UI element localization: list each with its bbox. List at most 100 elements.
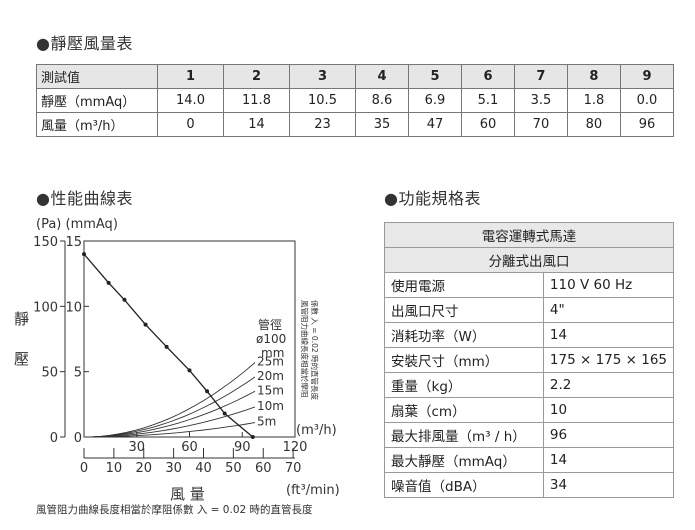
ftmin-tick-label: 0 bbox=[80, 461, 88, 476]
outlet-type: 分離式出風口 bbox=[384, 247, 674, 273]
fan-data-point bbox=[205, 389, 210, 394]
spec-row: 扇葉（cm） 10 bbox=[384, 397, 675, 423]
spec-value: 34 bbox=[542, 472, 675, 498]
spec-value: 2.2 bbox=[542, 372, 675, 398]
spec-row: 消耗功率（W） 14 bbox=[384, 322, 675, 348]
static-pressure-label: 靜壓（mmAq） bbox=[36, 88, 158, 113]
pa-tick-label: 150 bbox=[33, 235, 58, 250]
spec-row: 出風口尺寸 4" bbox=[384, 297, 675, 323]
spec-row: 使用電源 110 V 60 Hz bbox=[384, 272, 675, 298]
fan-data-point bbox=[122, 297, 127, 302]
spec-value: 14 bbox=[542, 447, 675, 473]
mmaq-tick-label: 0 bbox=[74, 431, 82, 446]
measurement-col: 8 bbox=[566, 64, 621, 89]
fan-data-point bbox=[187, 368, 192, 373]
ftmin-tick-label: 10 bbox=[106, 461, 123, 476]
duct-curve bbox=[84, 422, 256, 438]
spec-label: 出風口尺寸 bbox=[384, 297, 544, 323]
spec-label: 最大靜壓（mmAq） bbox=[384, 447, 544, 473]
performance-chart: (Pa) (mmAq) 靜 壓 風 量 (m³/h) (ft³/min) 管徑 … bbox=[14, 217, 340, 516]
table-cell: 35 bbox=[355, 112, 409, 137]
airflow-label: 風量（m³/h） bbox=[36, 112, 158, 137]
measurement-col: 6 bbox=[460, 64, 515, 89]
spec-label: 安裝尺寸（mm） bbox=[384, 347, 544, 373]
mmaq-tick-label: 10 bbox=[65, 300, 82, 315]
table-cell: 70 bbox=[513, 112, 568, 137]
duct-curve-label: 5m bbox=[257, 415, 276, 429]
duct-curve bbox=[83, 376, 256, 438]
motor-type: 電容運轉式馬達 bbox=[384, 222, 674, 248]
spec-row: 安裝尺寸（mm） 175 × 175 × 165 bbox=[384, 347, 675, 373]
table-cell: 0 bbox=[157, 112, 224, 137]
spec-row: 最大靜壓（mmAq） 14 bbox=[384, 447, 675, 473]
fan-data-point bbox=[106, 280, 111, 285]
side-note-2: 係數 入 = 0.02 時的直管長度 bbox=[310, 300, 320, 401]
fan-data-point bbox=[143, 322, 148, 327]
spec-value: 96 bbox=[542, 422, 675, 448]
chart-footnote: 風管阻力曲線長度相當於摩阻係數 入 = 0.02 時的直管長度 bbox=[36, 503, 313, 516]
measurement-table: 測試值 1 2 3 4 5 6 7 8 9 靜壓（mmAq） 14.0 11.8… bbox=[36, 64, 675, 137]
ftmin-tick-label: 40 bbox=[195, 461, 212, 476]
ftmin-tick-label: 60 bbox=[255, 461, 272, 476]
spec-value: 110 V 60 Hz bbox=[542, 272, 675, 298]
measurement-col: 7 bbox=[513, 64, 568, 89]
spec-label: 噪音值（dBA） bbox=[384, 472, 544, 498]
ftmin-tick-label: 20 bbox=[135, 461, 152, 476]
pipe-label: 管徑 bbox=[258, 317, 282, 332]
measurement-header-row: 測試值 1 2 3 4 5 6 7 8 9 bbox=[36, 64, 675, 89]
ftmin-tick-label: 70 bbox=[285, 461, 302, 476]
fan-data-point bbox=[222, 411, 227, 416]
ftmin-tick-label: 50 bbox=[225, 461, 242, 476]
spec-table: 電容運轉式馬達 分離式出風口 使用電源 110 V 60 Hz 出風口尺寸 4" 消… bbox=[384, 222, 675, 498]
table-cell: 8.6 bbox=[355, 88, 409, 113]
spec-table-title: ●功能規格表 bbox=[384, 189, 481, 208]
ftmin-tick-label: 30 bbox=[165, 461, 182, 476]
duct-curve-label: 15m bbox=[257, 383, 284, 397]
table-cell: 23 bbox=[289, 112, 356, 137]
table-cell: 0.0 bbox=[619, 88, 675, 113]
duct-curve-label: 10m bbox=[257, 399, 284, 413]
m3h-tick-label: 30 bbox=[128, 440, 145, 455]
duct-curve-label: 20m bbox=[257, 369, 284, 383]
mmaq-tick-label: 5 bbox=[74, 366, 82, 381]
pipe-unit: mm bbox=[261, 346, 284, 360]
table-cell: 96 bbox=[619, 112, 675, 137]
table-cell: 11.8 bbox=[223, 88, 290, 113]
measurement-col: 4 bbox=[355, 64, 409, 89]
spec-row: 重量（kg） 2.2 bbox=[384, 372, 675, 398]
spec-label: 扇葉（cm） bbox=[384, 397, 544, 423]
fan-data-point bbox=[250, 435, 255, 439]
pa-tick-label: 50 bbox=[41, 366, 58, 381]
measurement-col: 1 bbox=[157, 64, 224, 89]
m3h-tick-label: 90 bbox=[234, 440, 251, 455]
spec-row: 噪音值（dBA） 34 bbox=[384, 472, 675, 498]
table-cell: 5.1 bbox=[460, 88, 515, 113]
spec-value: 175 × 175 × 165 bbox=[542, 347, 675, 373]
fan-data-point bbox=[164, 344, 169, 349]
spec-row: 最大排風量（m³ / h） 96 bbox=[384, 422, 675, 448]
x-axis-title: 風 量 bbox=[170, 485, 205, 503]
measurement-col: 9 bbox=[619, 64, 675, 89]
duct-curve bbox=[83, 406, 256, 438]
table-cell: 14 bbox=[223, 112, 290, 137]
spec-value: 14 bbox=[542, 322, 675, 348]
table-cell: 14.0 bbox=[157, 88, 224, 113]
performance-curve-title: ●性能曲線表 bbox=[36, 189, 133, 208]
static-pressure-airflow-title: ●靜壓風量表 bbox=[36, 34, 133, 53]
m3h-tick-label: 120 bbox=[283, 440, 308, 455]
table-cell: 3.5 bbox=[513, 88, 568, 113]
x-unit-ftmin: (ft³/min) bbox=[286, 483, 340, 498]
y-unit-label: (Pa) (mmAq) bbox=[36, 217, 118, 232]
table-cell: 80 bbox=[566, 112, 621, 137]
spec-label: 重量（kg） bbox=[384, 372, 544, 398]
x-unit-m3h: (m³/h) bbox=[296, 423, 337, 438]
spec-value: 4" bbox=[542, 297, 675, 323]
y-axis-title-1: 靜 bbox=[14, 310, 29, 328]
static-pressure-row: 靜壓（mmAq） 14.0 11.8 10.5 8.6 6.9 5.1 3.5 … bbox=[36, 88, 675, 113]
spec-label: 最大排風量（m³ / h） bbox=[384, 422, 544, 448]
m3h-tick-label: 60 bbox=[181, 440, 198, 455]
table-cell: 6.9 bbox=[407, 88, 462, 113]
airflow-row: 風量（m³/h） 0 14 23 35 47 60 70 80 96 bbox=[36, 112, 675, 137]
table-cell: 47 bbox=[407, 112, 462, 137]
measurement-col: 3 bbox=[289, 64, 356, 89]
